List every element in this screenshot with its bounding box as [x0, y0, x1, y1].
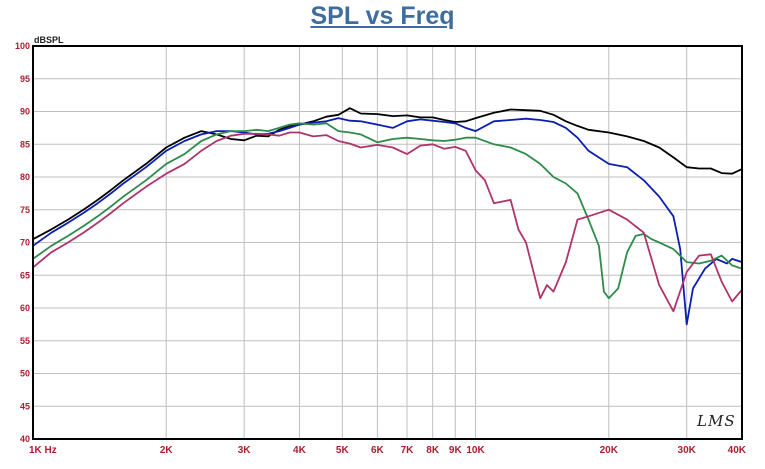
x-tick-label: 40K [728, 445, 747, 456]
y-tick-label: 40 [20, 434, 30, 444]
y-tick-label: 75 [20, 205, 30, 215]
y-tick-label: 45 [20, 401, 30, 411]
y-tick-label: 80 [20, 172, 30, 182]
lms-watermark: LMS [697, 412, 736, 430]
y-tick-label: 95 [20, 74, 30, 84]
y-tick-label: 85 [20, 139, 30, 149]
series-line-2 [32, 117, 743, 326]
x-tick-label: 9K [449, 445, 463, 456]
y-axis-label: dBSPL [34, 35, 64, 45]
chart-title: SPL vs Freq [310, 2, 455, 30]
x-tick-label: 8K [426, 445, 440, 456]
y-tick-label: 90 [20, 107, 30, 117]
x-tick-label: 2K [160, 445, 174, 456]
x-tick-label: 5K [336, 445, 350, 456]
y-tick-label: 55 [20, 336, 30, 346]
y-tick-label: 65 [20, 270, 30, 280]
y-tick-label: 70 [20, 238, 30, 248]
series-line-1 [32, 107, 743, 240]
x-tick-label: 4K [293, 445, 307, 456]
y-tick-label: 60 [20, 303, 30, 313]
x-tick-label: 10K [466, 445, 485, 456]
x-tick-label: 7K [401, 445, 415, 456]
series-line-3 [32, 122, 743, 300]
y-tick-label: 50 [20, 369, 30, 379]
x-tick-label: 30K [678, 445, 697, 456]
x-tick-label: 3K [238, 445, 252, 456]
series-line-4 [32, 131, 743, 313]
plot-frame [32, 45, 743, 440]
x-tick-label: 20K [600, 445, 619, 456]
x-tick-label: 1K Hz [29, 445, 57, 456]
x-tick-label: 6K [371, 445, 385, 456]
y-tick-label: 100 [15, 41, 30, 51]
